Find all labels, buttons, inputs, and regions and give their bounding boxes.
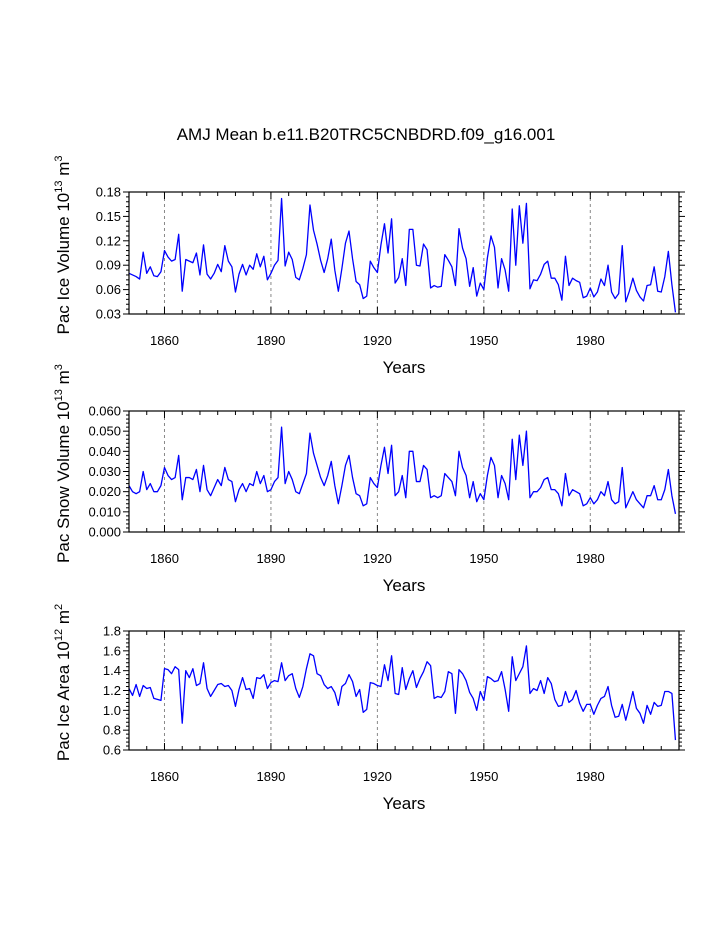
y-tick-label: 0.000	[88, 525, 121, 540]
y-tick-label: 1.2	[103, 683, 121, 698]
data-series-line	[128, 426, 677, 514]
y-axis-label: Pac Ice Volume 1013 m3	[53, 155, 73, 334]
y-tick-label: 1.0	[103, 703, 121, 718]
x-tick-label: 1920	[363, 333, 392, 348]
x-tick-label: 1860	[150, 551, 179, 566]
x-axis-label: Years	[383, 576, 426, 595]
plot-frame	[128, 191, 680, 315]
y-tick-label: 0.050	[88, 424, 121, 439]
plot-frame	[128, 410, 680, 533]
data-series-line	[128, 197, 677, 313]
panel-2: 1860 1890 1920 1950 1980 0.000 0.010 0.020 0.030…	[53, 364, 685, 595]
x-axis-label: Years	[383, 794, 426, 813]
y-tick-label: 0.8	[103, 723, 121, 738]
x-tick-label: 1980	[576, 333, 605, 348]
figure-title: AMJ Mean b.e11.B20TRC5CNBDRD.f09_g16.001	[177, 125, 556, 144]
y-tick-label: 0.18	[96, 185, 121, 200]
y-axis-label: Pac Ice Area 1012 m2	[53, 604, 73, 761]
x-tick-label: 1890	[256, 769, 285, 784]
x-tick-label: 1860	[150, 333, 179, 348]
y-tick-label: 0.040	[88, 444, 121, 459]
y-tick-label: 1.8	[103, 624, 121, 639]
y-axis-label: Pac Snow Volume 1013 m3	[53, 364, 73, 563]
x-tick-label: 1950	[469, 333, 498, 348]
x-axis-label: Years	[383, 358, 426, 377]
y-tick-label: 0.09	[96, 258, 121, 273]
y-tick-label: 0.010	[88, 504, 121, 519]
y-tick-label: 0.030	[88, 464, 121, 479]
panel-1: 1860 1890 1920 1950 1980 0.03 0.06 0.09 0.12 0.15…	[53, 155, 685, 377]
y-tick-label: 0.020	[88, 484, 121, 499]
panel-3: 1860 1890 1920 1950 1980 0.6 0.8 1.0 1.2 1.4 1.6 1.…	[53, 604, 685, 813]
data-series-line	[128, 645, 677, 741]
x-tick-label: 1890	[256, 551, 285, 566]
x-tick-label: 1920	[363, 551, 392, 566]
y-tick-label: 0.15	[96, 209, 121, 224]
x-tick-label: 1860	[150, 769, 179, 784]
y-tick-label: 0.060	[88, 404, 121, 419]
y-tick-label: 1.4	[103, 663, 121, 678]
plot-frame	[128, 630, 680, 751]
y-tick-label: 0.06	[96, 282, 121, 297]
x-tick-label: 1890	[256, 333, 285, 348]
y-tick-label: 0.03	[96, 307, 121, 322]
x-tick-label: 1980	[576, 551, 605, 566]
y-tick-label: 1.6	[103, 643, 121, 658]
y-tick-label: 0.12	[96, 233, 121, 248]
x-tick-label: 1980	[576, 769, 605, 784]
x-tick-label: 1950	[469, 551, 498, 566]
x-tick-label: 1950	[469, 769, 498, 784]
y-tick-label: 0.6	[103, 743, 121, 758]
x-tick-label: 1920	[363, 769, 392, 784]
